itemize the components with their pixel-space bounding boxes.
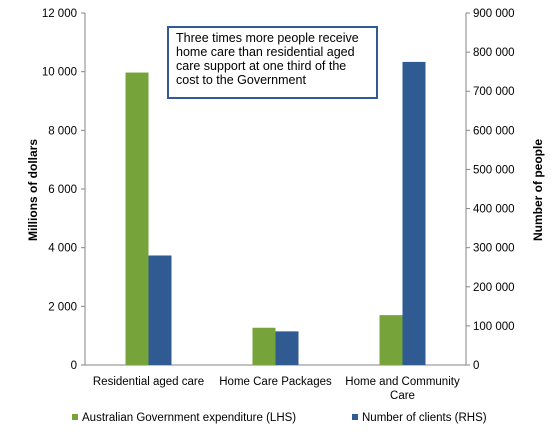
annotation-line-1: Three times more people receive: [176, 31, 359, 45]
expenditure-bar-2: [252, 327, 276, 365]
clients-bar-2: [275, 331, 299, 365]
annotation-line-3: care support at one third of the: [176, 59, 346, 73]
legend-label-expenditure: Australian Government expenditure (LHS): [82, 412, 296, 424]
annotation-line-4: cost to the Government: [176, 73, 306, 87]
annotation-border: [167, 26, 378, 99]
category-label: Home Care Packages: [219, 376, 332, 388]
right-tick-label: 300 000: [473, 243, 515, 255]
category-label: Residential aged care: [93, 376, 204, 388]
right-tick-label: 800 000: [473, 47, 515, 59]
category-label: Home and Community: [345, 376, 460, 388]
expenditure-bar-1: [125, 72, 149, 366]
bars: [125, 61, 426, 366]
left-tick-label: 10 000: [42, 67, 77, 79]
legend-item-clients: Number of clients (RHS): [352, 412, 487, 424]
annotation-box: Three times more people receive home car…: [167, 26, 378, 99]
right-tick-label: 700 000: [473, 86, 515, 98]
category-labels: Residential aged care Home Care Packages H…: [93, 376, 460, 402]
legend: Australian Government expenditure (LHS) …: [72, 412, 487, 424]
right-tick-label: 500 000: [473, 164, 515, 176]
category-label: Care: [390, 390, 415, 402]
legend-label-clients: Number of clients (RHS): [362, 412, 487, 424]
expenditure-bar-3: [379, 315, 403, 365]
legend-item-expenditure: Australian Government expenditure (LHS): [72, 412, 296, 424]
right-tick-label: 900 000: [473, 8, 515, 20]
left-tick-label: 8 000: [48, 125, 77, 137]
left-axis-title: Millions of dollars: [26, 139, 40, 241]
right-tick-label: 400 000: [473, 204, 515, 216]
clients-bar-3: [402, 61, 426, 366]
left-tick-label: 12 000: [42, 8, 77, 20]
right-tick-label: 600 000: [473, 125, 515, 137]
legend-swatch-clients: [352, 414, 358, 420]
left-tick-label: 4 000: [48, 243, 77, 255]
left-tick-label: 2 000: [48, 301, 77, 313]
left-tick-label: 0: [71, 360, 77, 372]
left-tick-label: 6 000: [48, 184, 77, 196]
clients-bar-1: [148, 255, 172, 365]
legend-swatch-expenditure: [72, 414, 78, 420]
right-tick-label: 200 000: [473, 282, 515, 294]
right-tick-label: 100 000: [473, 321, 515, 333]
right-axis-title: Number of people: [531, 139, 545, 241]
right-axis-ticks: 0 100 000 200 000 300 000 400 000 500 000 600 …: [466, 8, 515, 372]
annotation-line-2: home care than residential aged: [176, 45, 355, 59]
left-axis-ticks: 0 2 000 4 000 6 000 8 000 10 000 12 000: [42, 8, 85, 372]
right-tick-label: 0: [473, 360, 479, 372]
